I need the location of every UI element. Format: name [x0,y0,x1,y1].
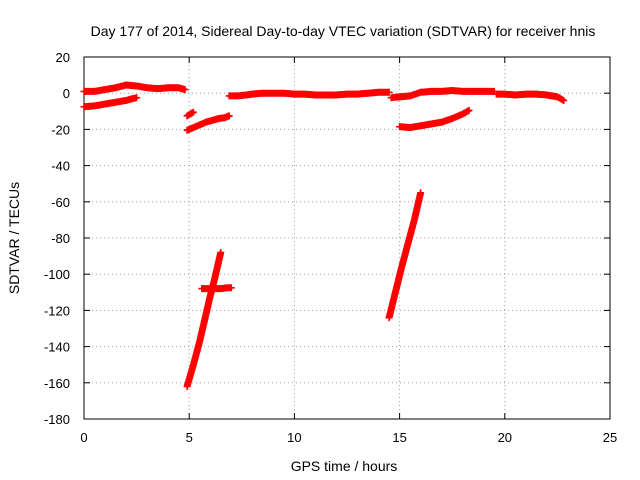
data-point [560,96,568,104]
data-segment [387,86,498,102]
y-tick-label: -120 [44,303,70,318]
data-points [80,81,568,390]
x-tick-labels: 0 5 10 15 20 25 [80,430,617,445]
x-tick-label: 0 [80,430,87,445]
data-segment [80,81,189,95]
data-point [417,189,425,197]
data-segment [492,90,568,104]
y-tick-label: -180 [44,412,70,427]
x-tick-label: 15 [392,430,406,445]
data-point [133,94,141,102]
x-axis-label: GPS time / hours [291,458,398,474]
data-point [189,108,197,116]
x-tick-label: 20 [498,430,512,445]
data-point [227,284,235,292]
data-point [217,248,225,256]
y-axis-label: SDTVAR / TECUs [6,182,22,294]
y-tick-labels: 20 0 -20 -40 -60 -80 -100 -120 -140 -160 -180 [44,50,70,427]
x-tick-label: 5 [186,430,193,445]
y-tick-label: 20 [56,50,70,65]
y-tick-label: -20 [51,122,70,137]
y-tick-label: -140 [44,340,70,355]
data-segment [198,284,235,293]
data-segment [396,106,473,132]
x-tick-label: 10 [287,430,301,445]
axis-ticks [83,56,611,420]
data-point [385,88,393,96]
y-tick-label: -40 [51,159,70,174]
y-tick-label: -80 [51,231,70,246]
x-tick-label: 25 [603,430,617,445]
data-segment [385,189,425,322]
plot-frame [83,56,611,420]
chart-title: Day 177 of 2014, Sidereal Day-to-day VTE… [91,23,596,39]
data-segment [80,94,141,111]
y-tick-label: -160 [44,376,70,391]
data-segment [183,112,233,134]
data-point [225,112,233,120]
data-segment [183,248,225,390]
data-point [465,106,473,114]
data-point [181,86,189,94]
y-tick-label: -60 [51,195,70,210]
y-tick-label: -100 [44,267,70,282]
data-segment [183,108,197,120]
y-tick-label: 0 [63,86,70,101]
grid [84,57,610,419]
data-segment [225,88,393,100]
